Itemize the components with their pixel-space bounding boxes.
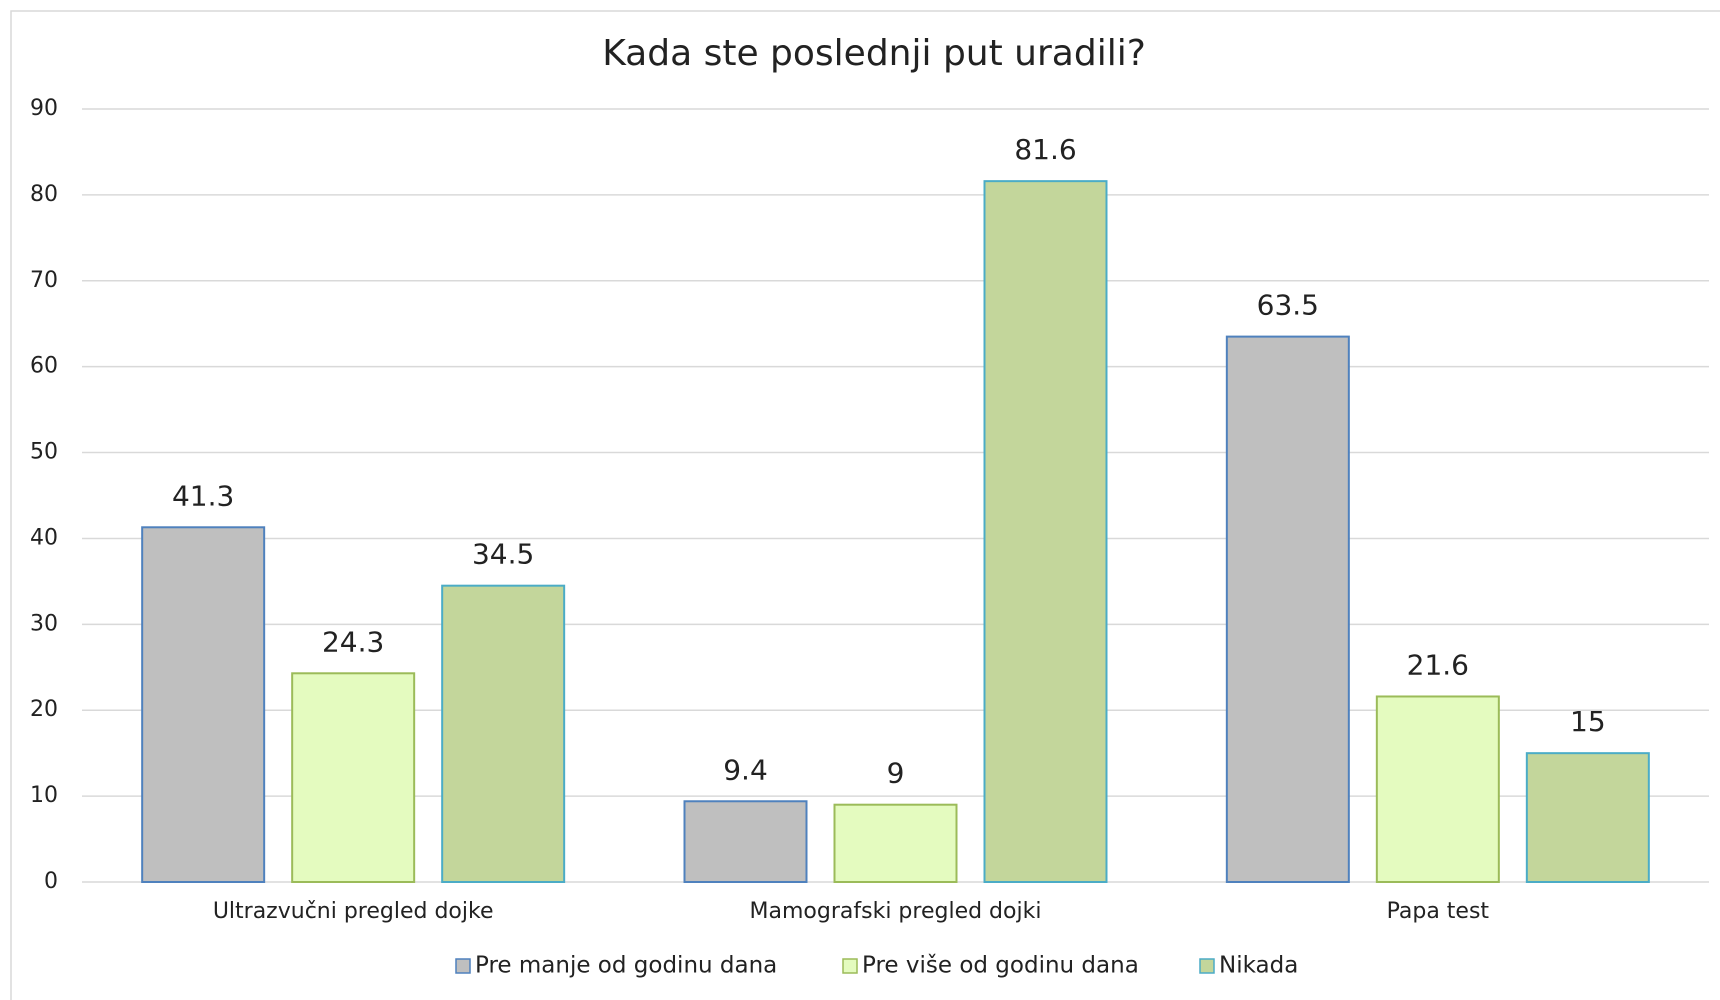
data-label: 9.4	[723, 753, 768, 786]
data-label: 21.6	[1407, 648, 1469, 681]
bar	[833, 803, 958, 884]
chart-border	[10, 10, 1720, 1000]
legend-swatch	[455, 958, 471, 974]
bar	[1375, 695, 1500, 883]
x-tick-label: Ultrazvučni pregled dojke	[213, 899, 494, 924]
legend-label: Pre manje od godinu dana	[475, 953, 777, 979]
y-tick-label: 80	[30, 182, 58, 207]
legend-swatch	[1199, 958, 1215, 974]
legend-label: Pre više od godinu dana	[862, 953, 1139, 979]
x-tick-label: Mamografski pregled dojki	[750, 899, 1042, 924]
y-tick-label: 0	[44, 869, 58, 894]
bar	[983, 180, 1108, 883]
bar	[441, 584, 566, 884]
y-tick-label: 40	[30, 525, 58, 550]
legend-label: Nikada	[1219, 953, 1298, 979]
bar	[291, 672, 416, 883]
data-label: 24.3	[322, 625, 384, 658]
data-label: 34.5	[472, 538, 534, 571]
data-label: 81.6	[1014, 133, 1076, 166]
bar	[141, 526, 266, 883]
data-label: 15	[1570, 705, 1606, 738]
data-label: 41.3	[172, 479, 234, 512]
data-label: 63.5	[1257, 289, 1319, 322]
bar	[1225, 335, 1350, 884]
y-tick-label: 90	[30, 96, 58, 121]
y-tick-label: 20	[30, 697, 58, 722]
y-tick-label: 10	[30, 783, 58, 808]
legend-swatch	[842, 958, 858, 974]
y-tick-label: 60	[30, 354, 58, 379]
x-tick-label: Papa test	[1387, 899, 1490, 924]
bar	[1525, 752, 1650, 884]
y-tick-label: 50	[30, 440, 58, 465]
bar	[683, 800, 808, 884]
y-tick-label: 30	[30, 611, 58, 636]
chart-title: Kada ste poslednji put uradili?	[602, 33, 1146, 74]
y-tick-label: 70	[30, 268, 58, 293]
data-label: 9	[887, 757, 905, 790]
